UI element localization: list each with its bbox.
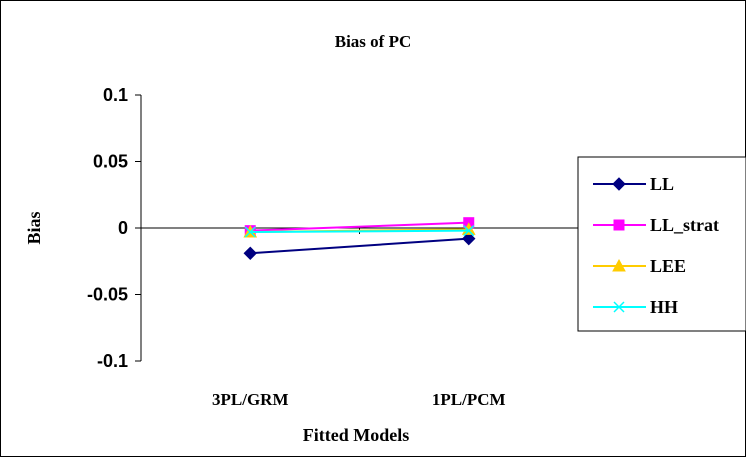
data-point-hh [244, 226, 256, 238]
data-point-ll [243, 246, 257, 260]
x-axis-title: Fitted Models [303, 425, 409, 445]
chart-title: Bias of PC [335, 32, 412, 51]
legend-label-ll: LL [650, 174, 674, 194]
data-point-ll [462, 231, 476, 246]
y-axis-title: Bias [24, 211, 44, 244]
legend-label-hh: HH [650, 297, 678, 317]
legend-marker-lee [612, 258, 626, 272]
series-line-ll-strat [250, 221, 469, 232]
series-line-ll [250, 237, 469, 255]
legend-label-ll-strat: LL_strat [650, 215, 719, 235]
legend-marker-ll-strat [613, 219, 625, 231]
y-tick-label: 0.05 [93, 152, 128, 172]
y-tick-label: -0.05 [87, 285, 128, 305]
legend-label-lee: LEE [650, 256, 686, 276]
legend-box [577, 156, 746, 332]
data-point-hh [463, 225, 475, 237]
x-category-label: 1PL/PCM [432, 390, 506, 409]
y-tick-label: -0.1 [97, 351, 128, 371]
legend-marker-ll [612, 177, 626, 191]
legend-marker-hh [613, 301, 625, 313]
y-tick-label: 0 [118, 218, 128, 238]
x-category-label: 3PL/GRM [212, 390, 289, 409]
series-line-hh [250, 229, 469, 233]
y-tick-label: 0.1 [103, 85, 128, 105]
